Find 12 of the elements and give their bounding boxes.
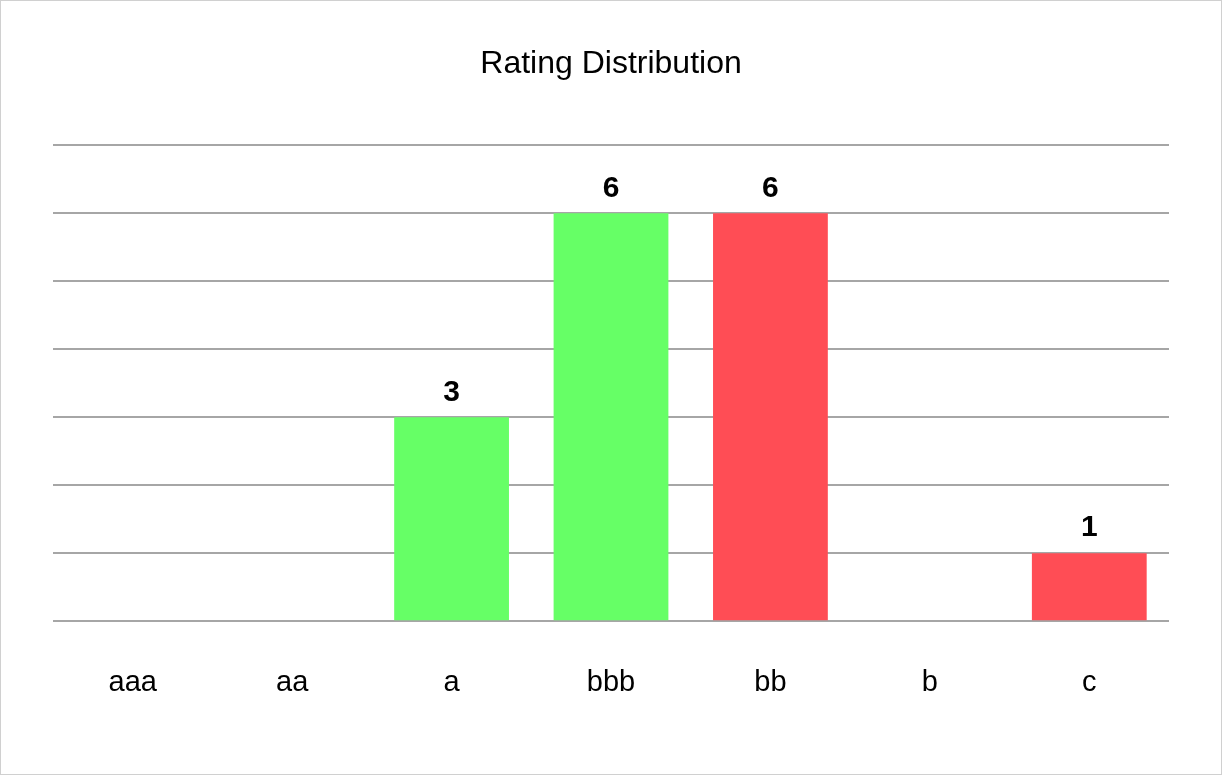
x-tick-label: a	[443, 664, 461, 697]
data-label: 1	[1080, 509, 1098, 543]
data-label: 6	[762, 169, 779, 203]
x-tick-label: bb	[754, 664, 787, 697]
x-tick-label: aaa	[108, 664, 158, 697]
x-tick-label: aa	[276, 664, 310, 697]
data-label: 6	[602, 169, 620, 203]
x-tick-label: bbb	[586, 664, 636, 697]
x-tick-label: c	[1082, 664, 1097, 697]
x-tick-label: b	[921, 664, 938, 697]
data-label: 3	[443, 373, 460, 407]
chart-title: Rating Distribution	[480, 44, 742, 81]
